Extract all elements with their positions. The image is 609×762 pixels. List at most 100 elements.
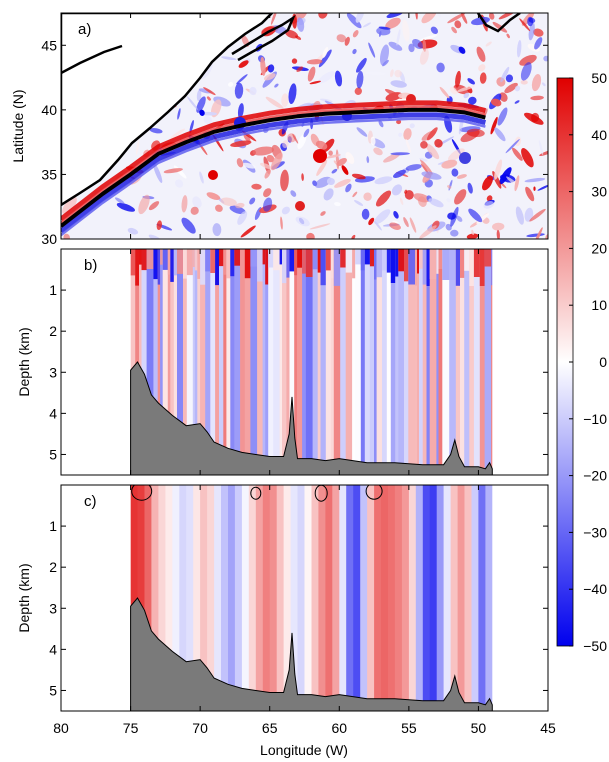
vorticity-filament	[215, 204, 223, 212]
mean-column	[436, 485, 445, 711]
section-column	[330, 249, 335, 475]
surface-cell	[223, 249, 227, 275]
surface-cell	[135, 249, 140, 286]
newfoundland-coast	[476, 13, 521, 33]
x-tick-label: 65	[262, 720, 278, 736]
vorticity-filament	[492, 21, 508, 33]
vorticity-filament	[419, 157, 428, 162]
vorticity-filament	[190, 206, 199, 215]
vorticity-filament	[422, 39, 427, 52]
vorticity-filament	[504, 82, 518, 94]
vorticity-filament	[354, 87, 362, 95]
vorticity-filament	[463, 92, 470, 99]
vorticity-filament	[399, 197, 404, 206]
colorbar-ticks: 50 40 30 20 10 0 −10 −20 −30 −40 −50	[569, 70, 607, 654]
vorticity-filament	[236, 158, 244, 168]
mean-column	[394, 485, 403, 711]
mean-column	[186, 485, 194, 711]
surface-cell	[395, 249, 399, 277]
vorticity-filament	[514, 85, 521, 92]
colorbar-tick-label: 50	[591, 70, 607, 86]
colorbar-tick-label: 20	[591, 240, 607, 256]
panel-b-label: b)	[84, 257, 97, 274]
vorticity-filament	[498, 13, 517, 20]
section-column	[130, 249, 136, 475]
bathymetry	[130, 361, 493, 475]
vorticity-filament	[404, 190, 414, 200]
surface-cell	[186, 249, 194, 276]
vorticity-filament	[318, 13, 328, 19]
vorticity-filament	[512, 147, 523, 161]
vorticity-filament	[486, 195, 493, 202]
vorticity-filament	[456, 215, 463, 222]
vorticity-filament	[447, 185, 452, 189]
vorticity-filament	[516, 40, 522, 58]
vorticity-filament	[489, 13, 495, 20]
vorticity-filament	[534, 37, 543, 50]
section-column	[422, 249, 427, 475]
vorticity-filament	[266, 154, 275, 163]
surface-cell	[167, 249, 171, 275]
x-tick-label: 60	[332, 720, 348, 736]
y-tick-label: 3	[49, 600, 57, 616]
vorticity-filament	[344, 36, 350, 46]
y-tick-label: 2	[49, 559, 57, 575]
vorticity-filament	[198, 88, 212, 94]
vorticity-filament	[199, 171, 204, 184]
vorticity-filament	[455, 70, 461, 88]
section-column	[333, 249, 341, 475]
vorticity-filament	[446, 198, 451, 203]
vorticity-filament	[537, 184, 548, 191]
vorticity-filament	[285, 29, 299, 39]
surface-cell	[234, 249, 241, 266]
vorticity-filament	[270, 152, 283, 171]
surface-cell	[352, 249, 356, 279]
surface-cell	[302, 249, 307, 274]
vorticity-filament	[234, 82, 244, 99]
vorticity-filament	[212, 223, 222, 237]
surface-cell	[141, 249, 147, 271]
eddy	[313, 149, 327, 163]
mean-column	[353, 485, 361, 711]
section-column	[183, 249, 188, 475]
vorticity-filament	[524, 207, 534, 222]
surface-cell	[330, 249, 335, 279]
vorticity-filament	[228, 82, 234, 87]
section-column	[305, 249, 313, 475]
vorticity-filament	[236, 74, 248, 85]
vorticity-filament	[237, 211, 248, 225]
vorticity-filament	[318, 49, 332, 68]
section-column	[415, 249, 418, 475]
section-column	[194, 249, 198, 475]
section-column	[408, 249, 416, 475]
mean-column	[179, 485, 187, 711]
surface-cell	[449, 249, 457, 280]
surface-cell	[422, 249, 427, 285]
vorticity-filament	[260, 162, 273, 170]
vorticity-filament	[378, 31, 382, 37]
section-column	[262, 249, 266, 475]
section-column	[157, 249, 161, 475]
vorticity-filament	[203, 115, 212, 125]
vorticity-filament	[490, 98, 502, 107]
vorticity-filament	[451, 168, 459, 177]
vorticity-filament	[425, 143, 440, 160]
vorticity-filament	[127, 227, 139, 235]
vorticity-filament	[478, 64, 486, 72]
mean-column	[297, 485, 306, 711]
surface-cell	[226, 249, 231, 279]
section-column	[257, 249, 263, 475]
vorticity-filament	[529, 208, 546, 222]
surface-cell	[404, 249, 409, 282]
vorticity-filament	[341, 165, 349, 175]
vorticity-filament	[301, 173, 304, 181]
jet-filament	[61, 117, 486, 237]
mean-column	[311, 485, 320, 711]
section-column	[153, 249, 159, 475]
vorticity-filament	[345, 183, 352, 193]
surface-cell	[364, 249, 371, 265]
vorticity-filament	[315, 140, 328, 150]
vorticity-filament	[296, 17, 305, 32]
colorbar: 50 40 30 20 10 0 −10 −20 −30 −40 −50	[556, 70, 607, 654]
vorticity-filament	[466, 128, 485, 138]
